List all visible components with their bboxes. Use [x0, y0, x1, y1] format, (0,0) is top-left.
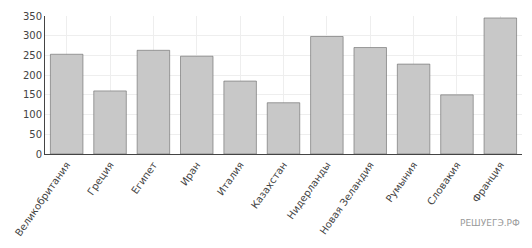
svg-text:Румыния: Румыния — [384, 160, 420, 204]
svg-text:150: 150 — [23, 89, 42, 100]
svg-text:Италия: Италия — [215, 160, 246, 198]
svg-text:РЕШУЕГЭ.РФ: РЕШУЕГЭ.РФ — [460, 218, 520, 228]
svg-text:300: 300 — [23, 30, 42, 41]
svg-text:Великобритания: Великобритания — [13, 160, 73, 238]
svg-text:Нидерланды: Нидерланды — [285, 160, 333, 221]
svg-text:Новая Зеландия: Новая Зеландия — [318, 160, 376, 237]
svg-text:Франция: Франция — [470, 160, 506, 205]
svg-text:200: 200 — [23, 70, 42, 81]
svg-text:Египет: Египет — [129, 160, 159, 196]
svg-text:100: 100 — [23, 109, 42, 120]
svg-text:Иран: Иран — [178, 160, 202, 188]
svg-text:Греция: Греция — [85, 160, 116, 197]
svg-text:Словакия: Словакия — [425, 160, 463, 207]
svg-text:250: 250 — [23, 50, 42, 61]
svg-text:50: 50 — [29, 129, 42, 140]
svg-text:350: 350 — [23, 11, 42, 22]
svg-text:0: 0 — [36, 149, 42, 160]
svg-text:Казахстан: Казахстан — [249, 160, 289, 211]
